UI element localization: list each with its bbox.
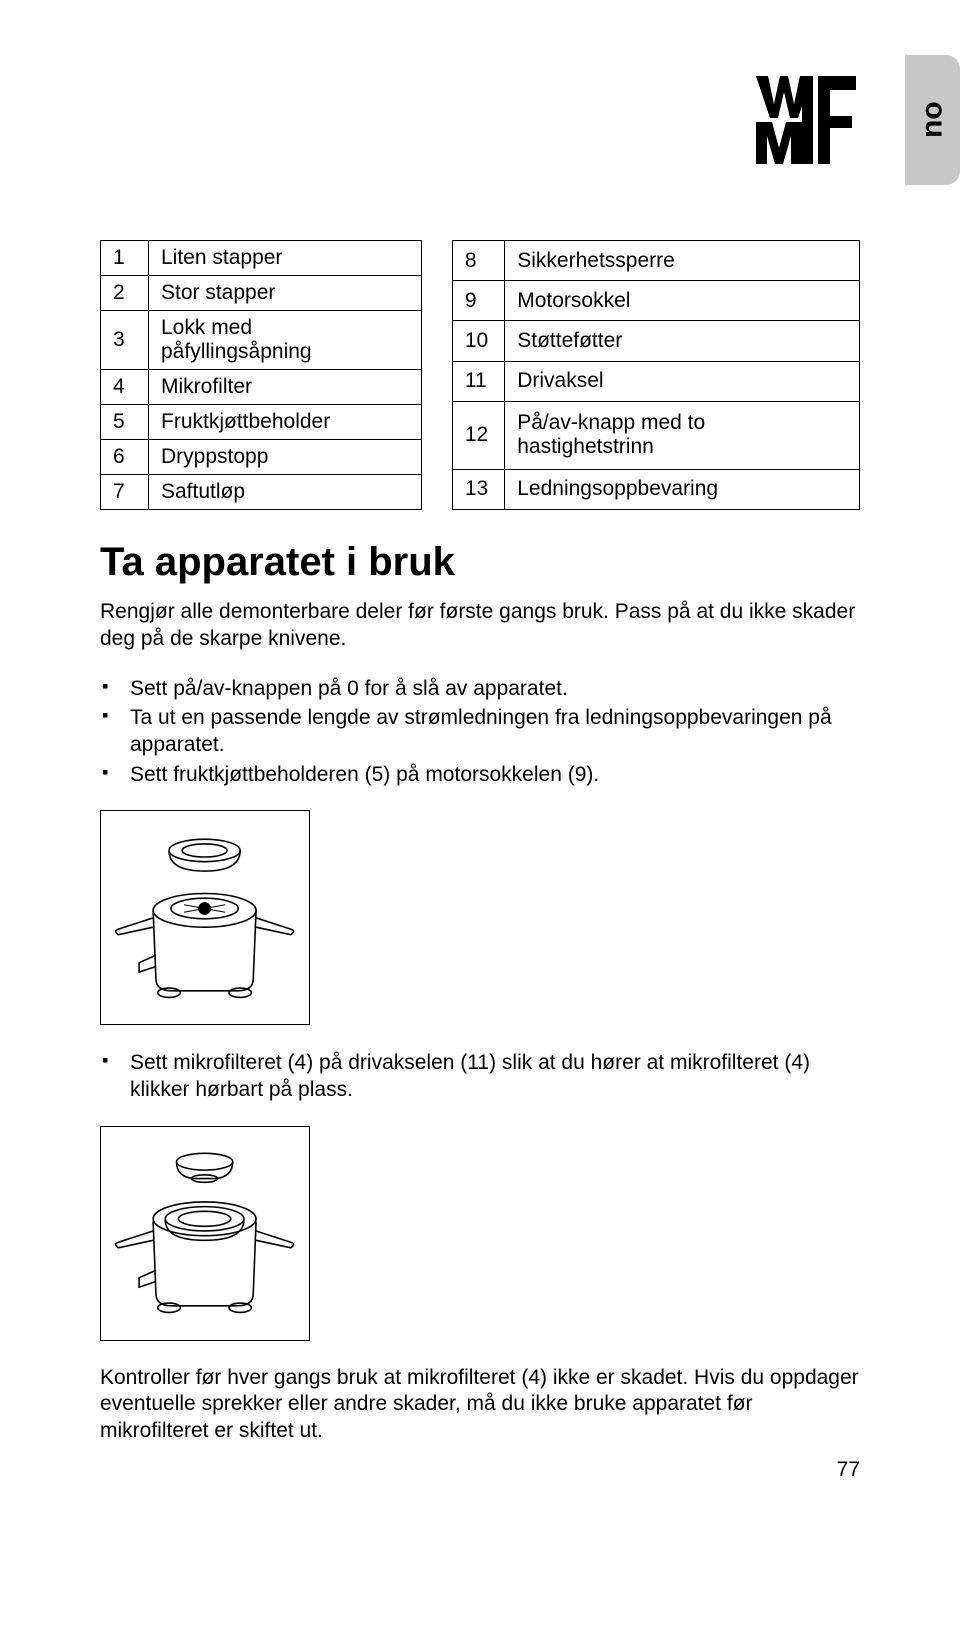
part-num: 8 [452, 241, 504, 281]
assembly-figure-2 [100, 1126, 310, 1341]
table-row: 11Drivaksel [452, 361, 859, 401]
part-num: 7 [101, 475, 149, 510]
table-row: 8Sikkerhetssperre [452, 241, 859, 281]
part-num: 10 [452, 321, 504, 361]
table-row: 5Fruktkjøttbeholder [101, 405, 422, 440]
part-label: Lokk med påfyllingsåpning [149, 311, 422, 370]
page-number: 77 [837, 1458, 860, 1482]
part-num: 4 [101, 370, 149, 405]
part-label: Dryppstopp [149, 440, 422, 475]
list-item: Sett mikrofilteret (4) på drivakselen (1… [100, 1049, 860, 1104]
table-row: 7Saftutløp [101, 475, 422, 510]
parts-tables-row: 1Liten stapper 2Stor stapper 3Lokk med p… [100, 240, 860, 510]
wmf-logo [750, 70, 860, 170]
part-label: Sikkerhetssperre [505, 241, 860, 281]
language-code: no [916, 102, 950, 139]
part-num: 12 [452, 401, 504, 469]
instruction-list-2: Sett mikrofilteret (4) på drivakselen (1… [100, 1049, 860, 1104]
part-label: Stor stapper [149, 276, 422, 311]
part-num: 11 [452, 361, 504, 401]
list-item: Ta ut en passende lengde av strømledning… [100, 704, 860, 759]
part-num: 2 [101, 276, 149, 311]
instruction-list-1: Sett på/av-knappen på 0 for å slå av app… [100, 675, 860, 788]
intro-paragraph: Rengjør alle demonterbare deler før førs… [100, 599, 860, 653]
part-label: Fruktkjøttbeholder [149, 405, 422, 440]
part-label: Drivaksel [505, 361, 860, 401]
page-header [100, 70, 860, 170]
juicer-diagram-1-icon [111, 822, 298, 1014]
part-label: Ledningsoppbevaring [505, 469, 860, 509]
closing-paragraph: Kontroller før hver gangs bruk at mikrof… [100, 1365, 860, 1446]
part-label: Motorsokkel [505, 281, 860, 321]
table-row: 12På/av-knapp med to hastighetstrinn [452, 401, 859, 469]
part-num: 6 [101, 440, 149, 475]
part-num: 13 [452, 469, 504, 509]
part-label: Liten stapper [149, 241, 422, 276]
table-row: 9Motorsokkel [452, 281, 859, 321]
part-num: 9 [452, 281, 504, 321]
part-label: Mikrofilter [149, 370, 422, 405]
parts-table-right: 8Sikkerhetssperre 9Motorsokkel 10Støttef… [452, 240, 860, 510]
juicer-diagram-2-icon [111, 1137, 298, 1329]
table-row: 13Ledningsoppbevaring [452, 469, 859, 509]
list-item: Sett på/av-knappen på 0 for å slå av app… [100, 675, 860, 702]
language-tab: no [905, 55, 960, 185]
part-label: På/av-knapp med to hastighetstrinn [505, 401, 860, 469]
parts-table-left: 1Liten stapper 2Stor stapper 3Lokk med p… [100, 240, 422, 510]
part-num: 5 [101, 405, 149, 440]
table-row: 10Støtteføtter [452, 321, 859, 361]
section-heading: Ta apparatet i bruk [100, 540, 860, 585]
table-row: 1Liten stapper [101, 241, 422, 276]
part-num: 1 [101, 241, 149, 276]
table-row: 6Dryppstopp [101, 440, 422, 475]
table-row: 2Stor stapper [101, 276, 422, 311]
table-row: 4Mikrofilter [101, 370, 422, 405]
assembly-figure-1 [100, 810, 310, 1025]
list-item: Sett fruktkjøttbeholderen (5) på motorso… [100, 761, 860, 788]
part-label: Støtteføtter [505, 321, 860, 361]
table-row: 3Lokk med påfyllingsåpning [101, 311, 422, 370]
part-num: 3 [101, 311, 149, 370]
part-label: Saftutløp [149, 475, 422, 510]
manual-page: no 1Liten stapper 2Stor stapper 3Lokk me… [0, 0, 960, 1527]
